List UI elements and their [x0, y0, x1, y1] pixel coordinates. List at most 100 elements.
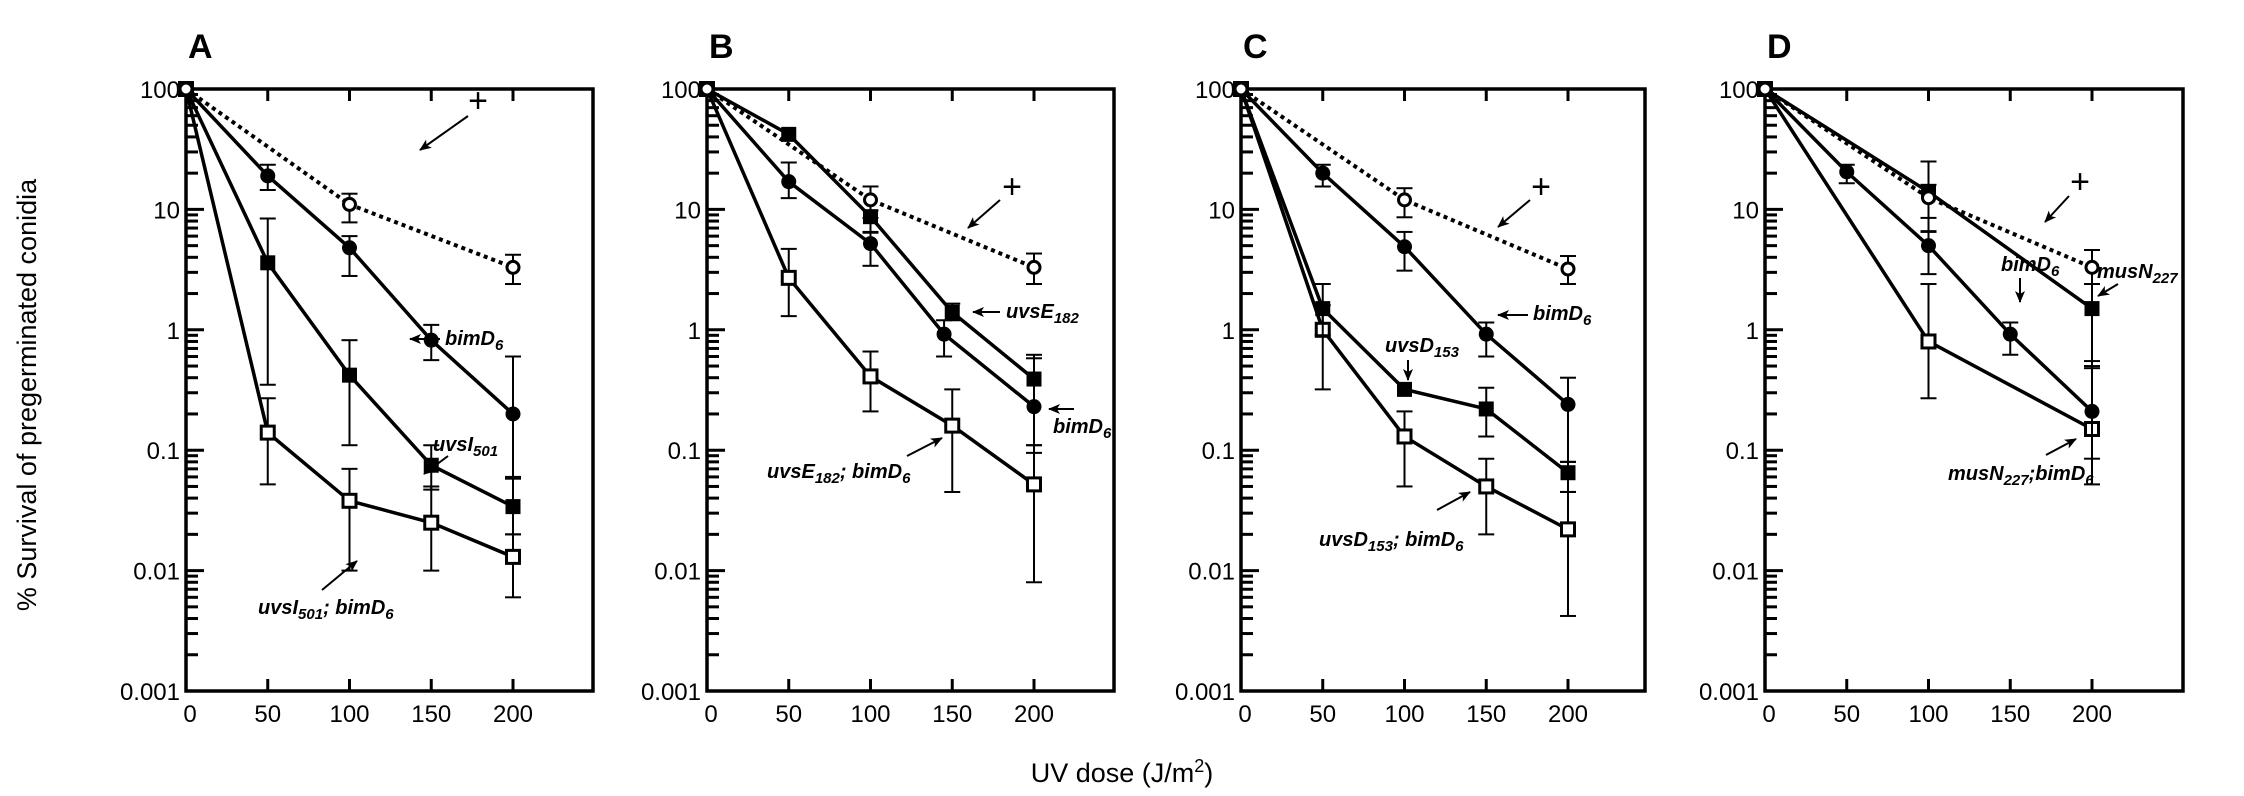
annotation-text: uvsE — [1006, 301, 1054, 323]
annotation-arrow — [1436, 491, 1471, 511]
annotation-subscript: 6 — [1583, 312, 1592, 329]
annotation-label: + — [1002, 168, 1022, 206]
data-point-filled-circle — [781, 174, 797, 190]
data-point-filled-circle — [342, 240, 357, 256]
annotation-subscript: 6 — [495, 337, 504, 354]
data-point-filled-circle — [423, 332, 439, 348]
data-point-filled-circle — [1478, 326, 1494, 342]
x-tick-label: 50 — [1833, 701, 1860, 728]
annotation-label: uvsI501; bimD6 — [258, 597, 394, 623]
annotation-label: uvsD153; bimD6 — [1319, 529, 1464, 555]
annotation-uvsi501: uvsI501 — [423, 434, 498, 475]
annotation-subscript: 227 — [2152, 270, 2179, 287]
data-point-filled-square — [1397, 381, 1412, 397]
panel-letter: A — [188, 28, 213, 66]
annotation-arrow — [321, 560, 358, 591]
annotation-text: + — [1002, 168, 1022, 206]
annotation-uvse182-bimd6: uvsE182; bimD6 — [767, 437, 943, 487]
annotation-arrow — [2045, 438, 2077, 456]
series-musn227-bimd6 — [1757, 81, 2100, 486]
x-tick-label: 50 — [775, 701, 802, 728]
data-point-filled-circle — [1315, 165, 1331, 181]
annotation-subscript: 6 — [1455, 538, 1464, 555]
data-point-open-circle — [863, 192, 878, 208]
annotation-label: musN227 — [2097, 261, 2178, 287]
annotation-bimd6: bimD6 — [409, 328, 504, 354]
data-point-filled-square — [1478, 401, 1494, 417]
data-point-open-circle — [1026, 259, 1042, 275]
x-tick-label: 150 — [932, 701, 972, 728]
x-tick-label: 200 — [1548, 701, 1588, 728]
annotation-subscript: 227 — [2003, 472, 2030, 489]
series-- — [1233, 81, 1576, 286]
y-tick-label: 0.01 — [1712, 559, 1759, 586]
x-axis-title-sup: 2 — [1194, 756, 1204, 776]
x-tick-label: 50 — [254, 701, 281, 728]
annotation-label: + — [2070, 163, 2090, 201]
panel-letter: D — [1767, 28, 1792, 66]
annotation--: + — [419, 82, 488, 151]
x-axis: 0 50 100 150 200 — [1762, 89, 2112, 728]
annotation-text: bimD — [2001, 254, 2051, 276]
y-axis: 0.001 0.01 0.1 1 10 100 — [120, 77, 204, 706]
y-tick-label: 0.001 — [120, 679, 180, 706]
annotation-arrow — [2044, 195, 2070, 223]
data-point-open-square — [1026, 476, 1042, 493]
y-tick-label: 0.1 — [1726, 438, 1759, 465]
x-tick-label: 150 — [1466, 701, 1506, 728]
y-tick-label: 1 — [1222, 318, 1235, 345]
annotation-bimd6: bimD6 — [1497, 303, 1592, 329]
data-point-filled-circle — [1397, 239, 1412, 255]
annotation-text: + — [2070, 163, 2090, 201]
data-point-filled-square — [944, 304, 960, 320]
annotation-text: + — [1531, 168, 1551, 206]
annotation-subscript: 6 — [385, 606, 394, 623]
y-tick-label: 0.1 — [1202, 438, 1235, 465]
annotation-arrow — [423, 455, 449, 475]
annotation-text: ; bimD — [1393, 529, 1455, 551]
data-point-open-circle — [1560, 261, 1576, 277]
series-uvse182-bimd6 — [699, 81, 1042, 584]
series-- — [1757, 81, 2100, 286]
data-point-open-square — [505, 548, 521, 565]
x-axis-title-main: UV dose (J/m — [1031, 758, 1195, 788]
annotation-arrow — [967, 199, 1001, 229]
data-point-open-circle — [1233, 81, 1249, 97]
plot-frame — [184, 87, 595, 693]
annotation-text: ;bimD — [2029, 463, 2086, 485]
x-tick-label: 100 — [329, 701, 369, 728]
annotation-subscript: 501 — [473, 443, 498, 460]
data-point-open-square — [1396, 428, 1413, 445]
annotation-text: ; bimD — [840, 461, 902, 483]
y-tick-label: 1 — [167, 318, 180, 345]
annotation-text: musN — [1948, 463, 2004, 485]
annotation-label: uvsE182; bimD6 — [767, 461, 911, 487]
y-axis-title: % Survival of pregerminated conidia — [12, 178, 42, 611]
data-point-open-circle — [699, 81, 715, 97]
data-point-filled-circle — [2084, 403, 2100, 419]
data-point-open-square — [944, 417, 961, 434]
annotation-bimd6: bimD6 — [1048, 404, 1112, 442]
data-point-filled-circle — [936, 326, 952, 342]
annotation-uvsi501-bimd6: uvsI501; bimD6 — [258, 560, 394, 623]
y-tick-label: 0.01 — [133, 559, 180, 586]
data-point-filled-circle — [863, 236, 878, 252]
y-tick-label: 100 — [1195, 77, 1235, 104]
annotation-text: bimD — [445, 328, 495, 350]
annotation--: + — [2044, 163, 2090, 223]
annotation-arrow — [419, 115, 469, 151]
data-point-open-circle — [178, 81, 194, 97]
data-point-open-square — [259, 424, 276, 441]
panel-letter: C — [1243, 28, 1268, 66]
data-point-filled-square — [781, 126, 797, 142]
series-line — [705, 88, 1036, 486]
y-tick-label: 0.01 — [654, 559, 701, 586]
x-tick-label: 0 — [1238, 701, 1251, 728]
y-tick-label: 0.01 — [1188, 559, 1235, 586]
series-line — [1239, 87, 1569, 271]
annotation-label: uvsI501 — [433, 434, 498, 460]
y-axis: 0.001 0.01 0.1 1 10 100 — [1699, 77, 1783, 706]
annotation-subscript: 153 — [1434, 344, 1460, 361]
annotation-text: ; bimD — [323, 597, 385, 619]
